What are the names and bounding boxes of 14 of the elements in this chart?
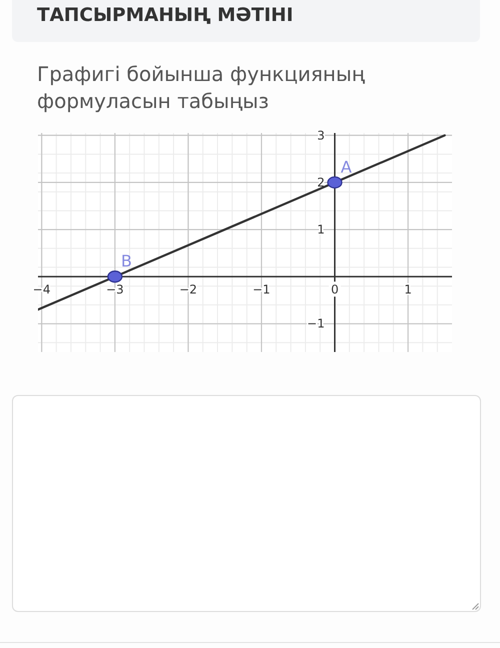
y-tick-label: 3 bbox=[317, 128, 325, 142]
y-tick-label: 2 bbox=[317, 175, 325, 190]
annotation: A bbox=[340, 157, 352, 176]
chart-title: ТАПСЫРМАНЫҢ МӘТІНІ bbox=[37, 4, 294, 28]
y-tick-label: 1 bbox=[317, 222, 325, 237]
x-tick-label: −1 bbox=[252, 282, 270, 297]
y-tick-label: −1 bbox=[307, 316, 325, 331]
x-tick-label: 0 bbox=[330, 282, 339, 297]
x-tick-label: −2 bbox=[179, 282, 198, 297]
x-tick-label: −3 bbox=[106, 282, 124, 297]
x-tick-label: 1 bbox=[404, 282, 412, 297]
x-tick-label: −4 bbox=[32, 282, 51, 297]
chart-subtitle: Графигі бойынша функцияның формуласын табыңыз bbox=[37, 61, 366, 115]
annotation: B bbox=[120, 252, 132, 271]
